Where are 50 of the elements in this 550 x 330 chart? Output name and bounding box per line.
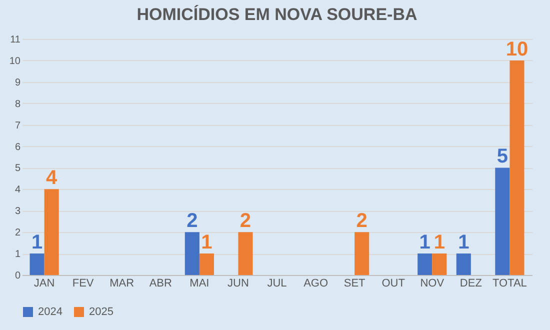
bar bbox=[238, 232, 253, 275]
y-tick-label: 5 bbox=[14, 163, 21, 174]
bar bbox=[44, 189, 59, 275]
data-label: 1 bbox=[434, 232, 445, 254]
x-tick-label: ABR bbox=[149, 278, 172, 290]
bar bbox=[510, 60, 524, 275]
y-tick-label: 1 bbox=[14, 249, 21, 260]
x-tick-label: OUT bbox=[382, 278, 406, 290]
x-tick-label: DEZ bbox=[460, 278, 482, 290]
data-label: 4 bbox=[46, 167, 58, 190]
data-label: 1 bbox=[419, 232, 430, 254]
data-label: 2 bbox=[356, 210, 368, 232]
data-label: 10 bbox=[506, 38, 528, 60]
y-tick-label: 7 bbox=[14, 120, 21, 132]
bar bbox=[184, 232, 200, 275]
data-label: 1 bbox=[201, 232, 212, 254]
x-tick-label: FEV bbox=[72, 278, 94, 290]
x-tick-label: NOV bbox=[420, 278, 445, 290]
x-tick-label: SET bbox=[344, 278, 366, 290]
y-tick-label: 3 bbox=[14, 206, 21, 218]
data-label: 1 bbox=[458, 232, 470, 254]
bar bbox=[456, 254, 471, 275]
data-label: 5 bbox=[496, 146, 508, 168]
bar bbox=[432, 254, 447, 275]
y-tick-label: 4 bbox=[14, 184, 21, 196]
y-tick-label: 0 bbox=[14, 270, 21, 282]
y-tick-label: 10 bbox=[9, 56, 21, 67]
y-tick-label: 11 bbox=[10, 34, 21, 46]
x-tick-label: AGO bbox=[304, 278, 328, 290]
legend-label: 2025 bbox=[89, 306, 114, 318]
x-tick-label: JUN bbox=[228, 278, 249, 290]
x-tick-label: MAI bbox=[190, 278, 210, 290]
bar bbox=[354, 232, 370, 275]
legend-label: 2024 bbox=[38, 306, 62, 318]
y-tick-label: 2 bbox=[14, 228, 21, 239]
data-label: 2 bbox=[240, 210, 252, 232]
x-tick-label: MAR bbox=[110, 278, 134, 290]
y-tick-label: 9 bbox=[14, 77, 21, 88]
bar bbox=[199, 254, 214, 275]
x-tick-label: JAN bbox=[34, 278, 55, 290]
x-tick-label: TOTAL bbox=[492, 278, 527, 290]
data-label: 1 bbox=[31, 232, 43, 254]
bar bbox=[418, 254, 432, 275]
bar bbox=[30, 254, 44, 275]
y-tick-label: 6 bbox=[14, 142, 21, 153]
bar bbox=[495, 168, 510, 275]
data-label: 2 bbox=[186, 210, 198, 232]
chart-title: HOMICÍDIOS EM NOVA SOURE-BA bbox=[136, 4, 418, 24]
y-tick-label: 8 bbox=[14, 98, 21, 110]
x-tick-label: JUL bbox=[267, 278, 287, 290]
